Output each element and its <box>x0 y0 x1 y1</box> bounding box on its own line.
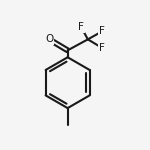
Text: F: F <box>78 22 84 32</box>
Text: O: O <box>45 34 53 44</box>
Text: F: F <box>99 43 105 53</box>
Text: F: F <box>99 26 105 36</box>
